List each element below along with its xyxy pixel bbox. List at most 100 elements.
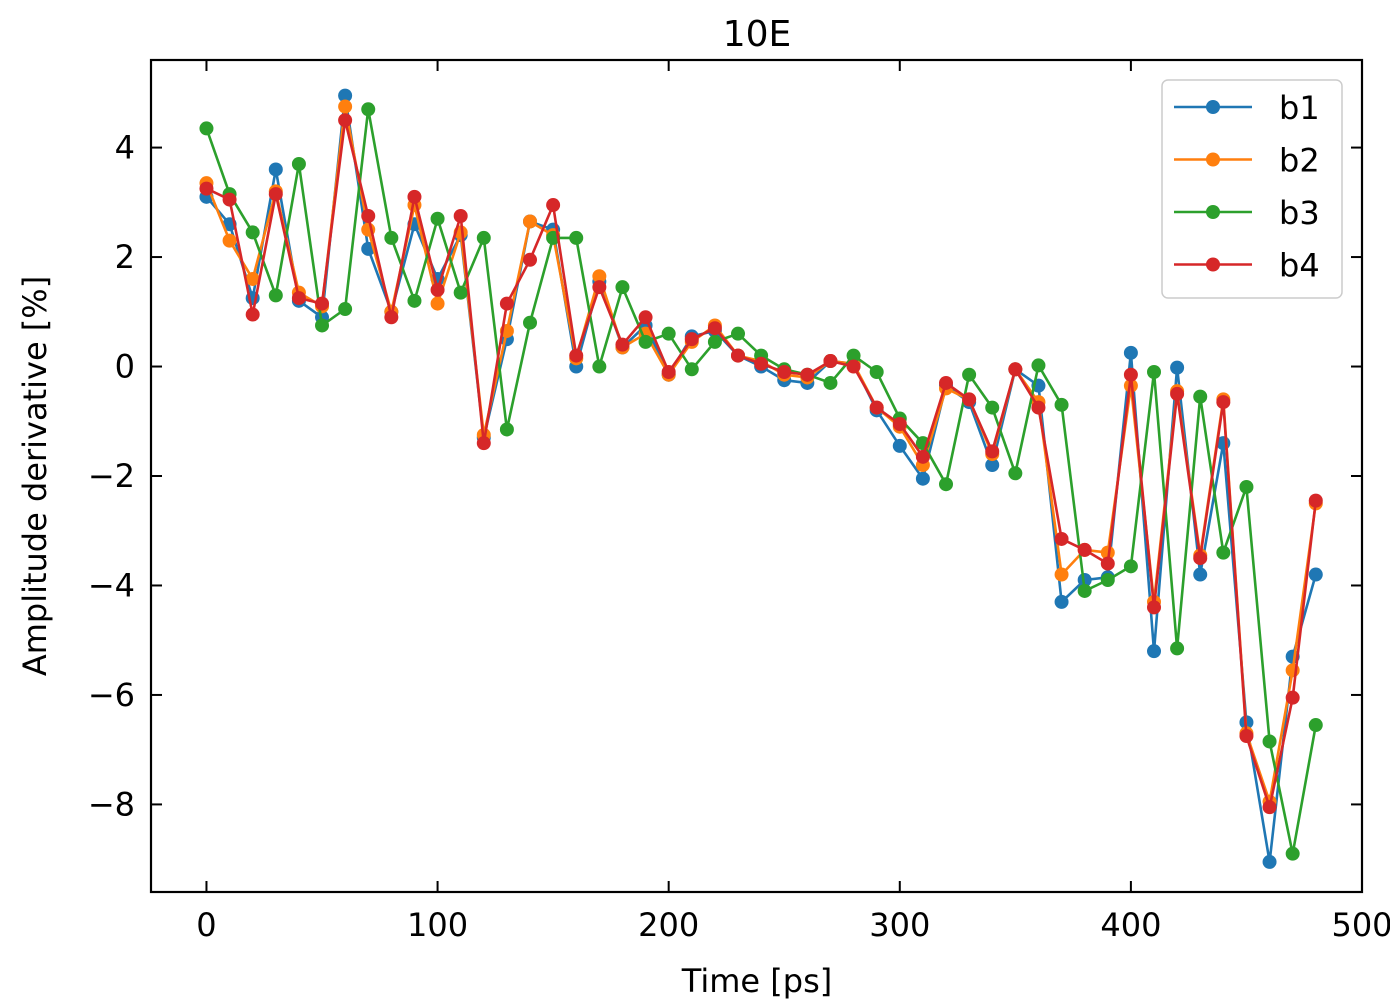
data-point-b3 [199, 121, 214, 136]
data-point-b4 [1147, 600, 1162, 615]
data-point-b4 [592, 280, 607, 295]
data-point-b3 [1008, 466, 1023, 481]
data-point-b4 [962, 392, 977, 407]
x-axis-label: Time [ps] [681, 962, 832, 1000]
plot-frame [149, 58, 1364, 894]
data-point-b3 [1239, 479, 1254, 494]
series-line-b4 [205, 118, 1318, 809]
data-point-b3 [245, 225, 260, 240]
data-point-b3 [939, 477, 954, 492]
data-point-b4 [800, 367, 815, 382]
data-point-b3 [661, 326, 676, 341]
chart-title: 10E [723, 14, 792, 55]
data-point-b4 [546, 198, 561, 213]
y-tick-label: −8 [88, 785, 135, 823]
data-point-b4 [869, 400, 884, 415]
data-point-b4 [569, 348, 584, 363]
data-point-b4 [384, 310, 399, 325]
data-point-b1 [915, 471, 930, 486]
data-point-b3 [1262, 734, 1277, 749]
series-b2 [199, 99, 1323, 809]
data-point-b4 [985, 444, 1000, 459]
data-point-b1 [985, 458, 1000, 473]
data-point-b2 [1100, 545, 1115, 560]
y-tick-label: 4 [115, 129, 135, 167]
data-point-b2 [338, 99, 353, 114]
data-point-b3 [638, 334, 653, 349]
data-point-b3 [476, 230, 491, 245]
legend-marker-b3 [1206, 205, 1220, 219]
data-point-b3 [1308, 718, 1323, 733]
data-point-b1 [1077, 573, 1092, 587]
data-point-b4 [823, 354, 838, 369]
data-point-b4 [407, 189, 422, 204]
data-point-b4 [1031, 400, 1046, 415]
data-point-b4 [361, 209, 376, 223]
data-point-b4 [1077, 542, 1092, 557]
data-point-b4 [638, 310, 653, 325]
axis-ticks: 0 100 200 300 400 500 −8 −6 −4 −2 0 2 4 [88, 60, 1390, 944]
data-point-b4 [661, 365, 676, 379]
data-point-b3 [1123, 559, 1138, 574]
data-point-b3 [985, 400, 1000, 415]
data-point-b4 [476, 436, 491, 451]
series-layer [199, 88, 1323, 869]
data-point-b4 [222, 192, 237, 207]
data-point-b2 [222, 233, 237, 248]
x-tick-label: 0 [196, 906, 216, 944]
data-point-b3 [1285, 846, 1300, 861]
data-point-b4 [846, 359, 861, 374]
data-point-b3 [615, 280, 630, 295]
data-point-b4 [268, 187, 283, 202]
data-point-b4 [1193, 551, 1208, 566]
data-point-b4 [754, 356, 769, 371]
data-point-b3 [869, 365, 884, 379]
data-point-b3 [1170, 641, 1185, 656]
data-point-b2 [245, 271, 260, 286]
data-point-b3 [962, 367, 977, 382]
series-b4 [199, 113, 1323, 815]
data-point-b3 [592, 359, 607, 374]
data-point-b4 [939, 375, 954, 390]
data-point-b2 [592, 269, 607, 284]
x-tick-label: 100 [407, 906, 468, 944]
data-point-b1 [1262, 854, 1277, 869]
y-tick-label: −6 [88, 676, 135, 714]
data-point-b4 [1216, 395, 1231, 410]
data-point-b4 [499, 296, 514, 311]
data-point-b3 [1031, 358, 1046, 373]
data-point-b4 [1262, 800, 1277, 815]
data-point-b1 [1054, 594, 1069, 609]
data-point-b3 [338, 302, 353, 317]
data-point-b3 [499, 422, 514, 437]
y-tick-label: −4 [88, 566, 135, 604]
data-point-b3 [707, 334, 722, 349]
data-point-b1 [1308, 567, 1323, 582]
data-point-b1 [1123, 345, 1138, 360]
y-tick-label: 2 [115, 238, 135, 276]
data-point-b2 [430, 296, 445, 311]
legend: b1 b2 b3 b4 [1161, 79, 1343, 299]
data-point-b4 [731, 348, 746, 363]
data-point-b3 [1054, 397, 1069, 412]
data-point-b4 [430, 282, 445, 297]
data-point-b4 [523, 252, 538, 267]
data-point-b4 [1054, 531, 1069, 546]
data-point-b3 [268, 288, 283, 303]
legend-label-b3: b3 [1279, 194, 1320, 232]
data-point-b4 [338, 113, 353, 128]
y-tick-label: 0 [115, 348, 135, 386]
data-point-b4 [892, 417, 907, 431]
data-point-b4 [615, 337, 630, 352]
data-point-b4 [245, 307, 260, 322]
data-point-b4 [1239, 729, 1254, 743]
data-point-b3 [823, 375, 838, 390]
data-point-b3 [1216, 545, 1231, 560]
data-point-b4 [915, 449, 930, 464]
data-point-b3 [315, 318, 330, 333]
data-point-b3 [407, 293, 422, 308]
data-point-b1 [268, 162, 283, 177]
data-point-b3 [731, 326, 746, 341]
data-point-b4 [1308, 493, 1323, 508]
